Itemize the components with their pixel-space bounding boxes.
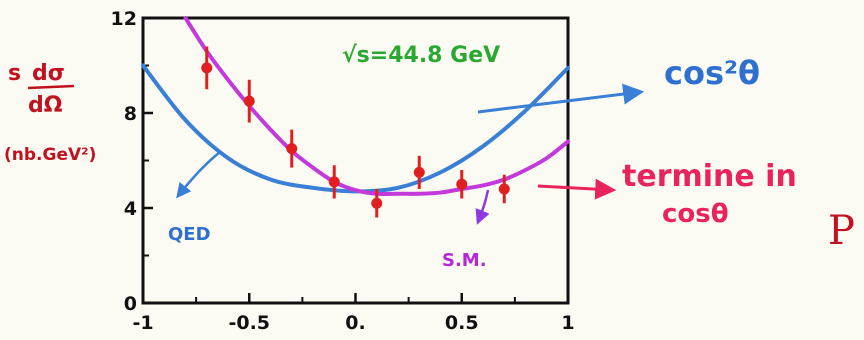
data-point xyxy=(286,143,298,155)
data-point xyxy=(456,178,468,190)
termine-label-line1: termine in xyxy=(622,159,797,194)
termine-label-line2: cosθ xyxy=(662,199,729,229)
termine-arrow xyxy=(537,178,617,200)
data-points-layer xyxy=(201,46,510,218)
y-tick-label: 8 xyxy=(124,103,137,125)
y-label-unit: (nb.GeV²) xyxy=(4,145,96,165)
y-axis-label: s dσ dΩ (nb.GeV²) xyxy=(4,61,96,165)
x-tick-label: -0.5 xyxy=(228,312,270,334)
data-point xyxy=(328,176,340,188)
data-point xyxy=(498,183,510,195)
y-tick-label: 12 xyxy=(111,8,137,30)
y-tick-label: 4 xyxy=(124,198,137,220)
sm-label: S.M. xyxy=(442,250,487,271)
x-tick-label: -1 xyxy=(132,312,153,334)
y-label-domega: dΩ xyxy=(28,93,63,118)
y-label-dsigma: dσ xyxy=(32,61,65,86)
y-axis-ticks: 0 4 8 12 xyxy=(111,8,153,315)
qed-label: QED xyxy=(168,224,211,245)
x-tick-label: 0. xyxy=(345,312,365,334)
sm-arrow xyxy=(475,189,490,225)
qed-arrow xyxy=(176,151,221,199)
y-tick-label: 0 xyxy=(124,293,137,315)
edge-letter: P xyxy=(828,208,855,254)
cos2-label: cos²θ xyxy=(664,54,760,92)
x-tick-label: 1 xyxy=(561,312,574,334)
energy-annotation: √s=44.8 GeV xyxy=(342,43,500,68)
data-point xyxy=(201,62,213,74)
y-label-s: s xyxy=(8,61,21,86)
cos2-arrow xyxy=(477,83,645,114)
y-label-fraction-bar xyxy=(27,84,75,90)
data-point xyxy=(371,197,383,209)
data-point xyxy=(413,166,425,178)
x-axis-ticks: -1 -0.5 0. 0.5 1 xyxy=(132,293,575,334)
x-tick-label: 0.5 xyxy=(445,312,479,334)
data-point xyxy=(243,95,255,107)
